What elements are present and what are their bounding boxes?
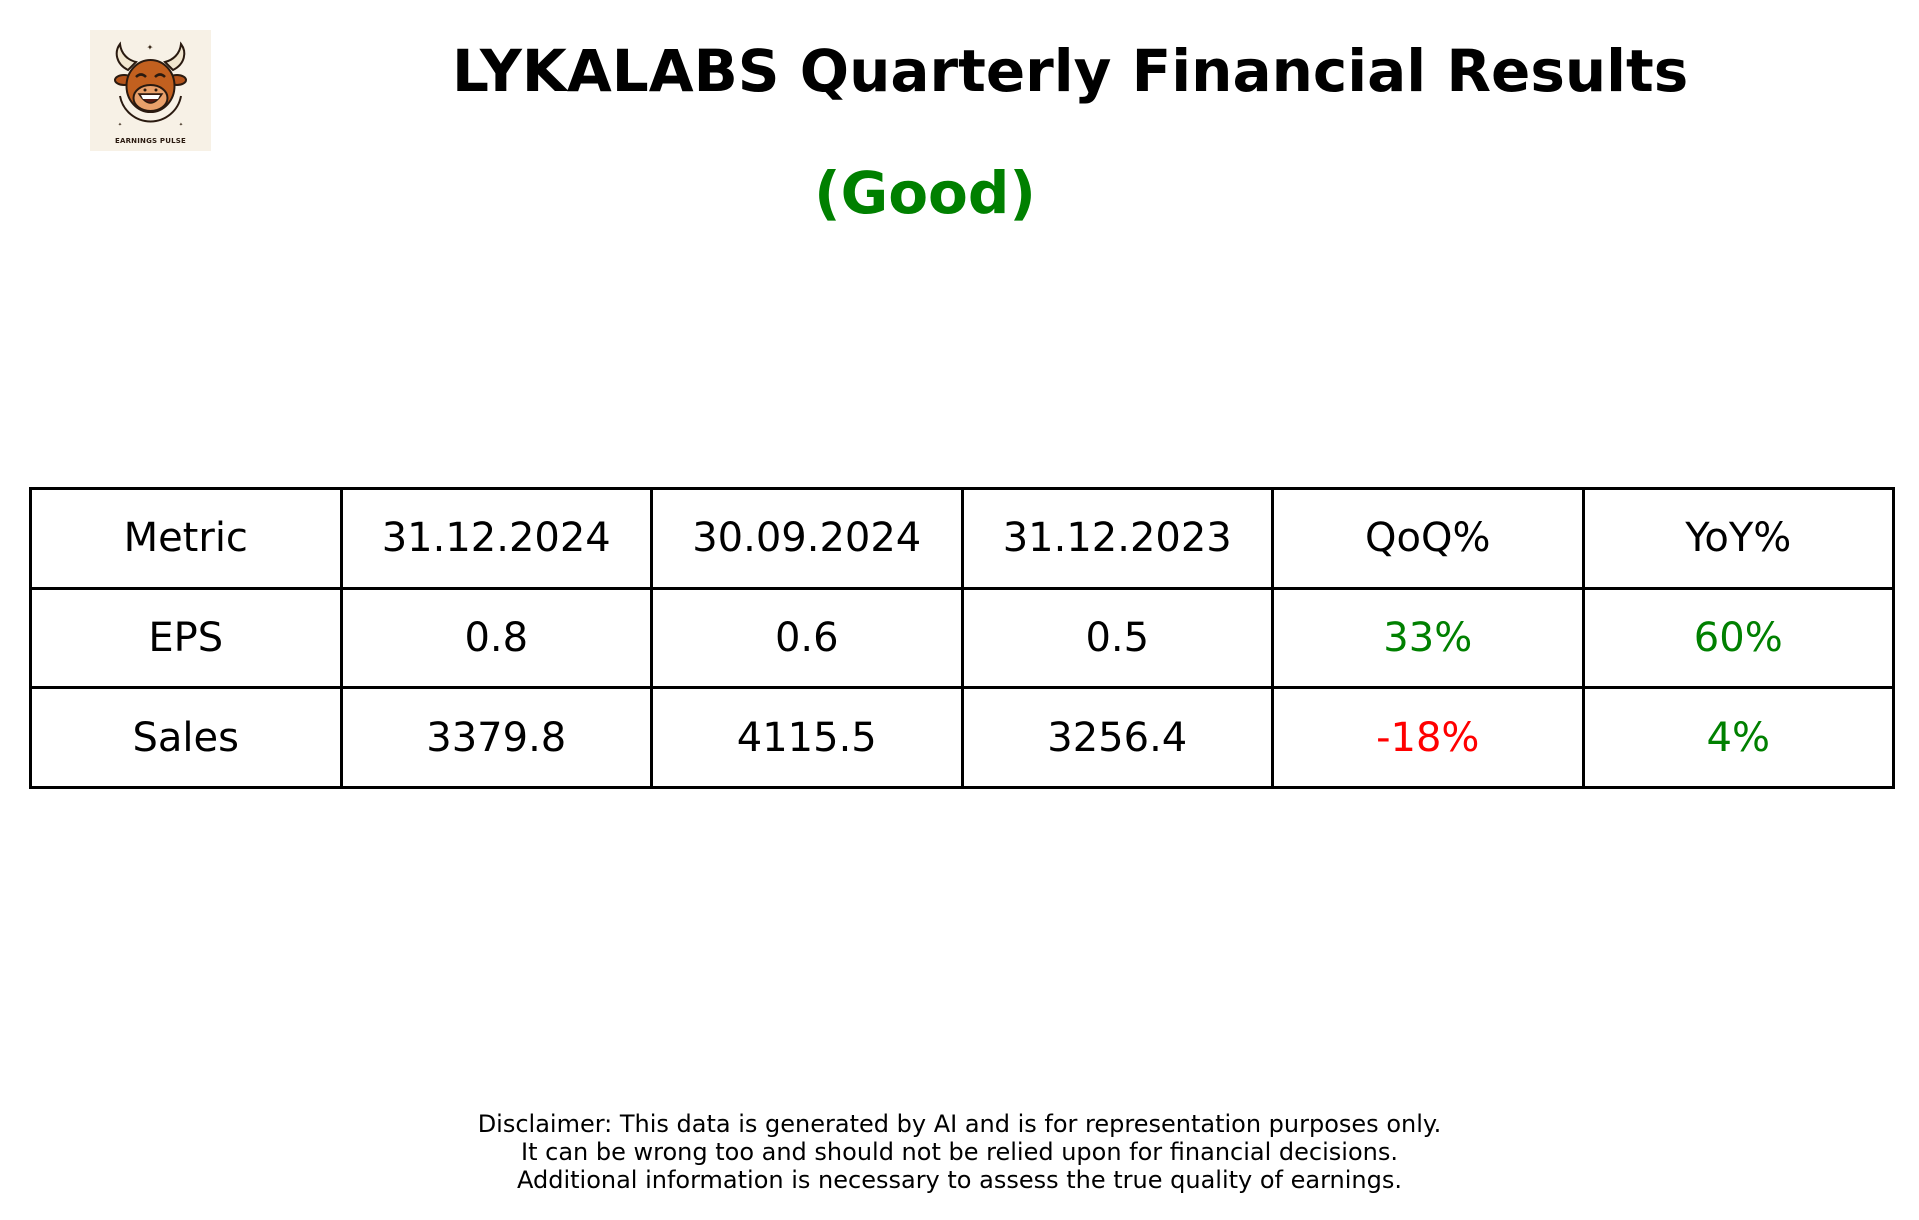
header-cell-metric: Metric (29, 487, 343, 590)
header-cell-yoy: YoY% (1581, 487, 1895, 590)
row-yoy-cell: 60% (1581, 586, 1895, 690)
header-cell-q1: 31.12.2024 (339, 487, 653, 590)
rating-label: (Good) (814, 159, 1036, 227)
header-cell-qoq: QoQ% (1271, 487, 1585, 590)
svg-text:✦: ✦ (147, 43, 154, 52)
row-value-cell: 0.5 (960, 586, 1274, 690)
header-cell-q2: 30.09.2024 (650, 487, 964, 590)
row-qoq-cell: 33% (1271, 586, 1585, 690)
bull-mascot-icon: ✦ ✦ ✦ (114, 41, 187, 128)
disclaimer-line: Additional information is necessary to a… (516, 1166, 1402, 1194)
logo-caption: EARNINGS PULSE (114, 137, 187, 145)
table-row: EPS 0.8 0.6 0.5 33% 60% (29, 586, 1895, 690)
disclaimer: Disclaimer: This data is generated by AI… (0, 1110, 1919, 1194)
page-title: LYKALABS Quarterly Financial Results (452, 37, 1689, 105)
row-metric-cell: EPS (29, 586, 343, 690)
results-table: Metric 31.12.2024 30.09.2024 31.12.2023 … (29, 487, 1895, 789)
row-yoy-cell: 4% (1581, 686, 1895, 789)
disclaimer-line: Disclaimer: This data is generated by AI… (477, 1110, 1442, 1138)
logo: ✦ ✦ ✦ EARNINGS PULSE (90, 30, 211, 151)
disclaimer-line: It can be wrong too and should not be re… (521, 1138, 1398, 1166)
row-value-cell: 0.8 (339, 586, 653, 690)
svg-text:✦: ✦ (179, 122, 183, 128)
table-header-row: Metric 31.12.2024 30.09.2024 31.12.2023 … (29, 487, 1895, 590)
row-value-cell: 4115.5 (650, 686, 964, 789)
row-value-cell: 0.6 (650, 586, 964, 690)
table-row: Sales 3379.8 4115.5 3256.4 -18% 4% (29, 686, 1895, 789)
row-value-cell: 3379.8 (339, 686, 653, 789)
row-metric-cell: Sales (29, 686, 343, 789)
row-value-cell: 3256.4 (960, 686, 1274, 789)
header-cell-q3: 31.12.2023 (960, 487, 1274, 590)
row-qoq-cell: -18% (1271, 686, 1585, 789)
svg-text:✦: ✦ (118, 122, 122, 128)
